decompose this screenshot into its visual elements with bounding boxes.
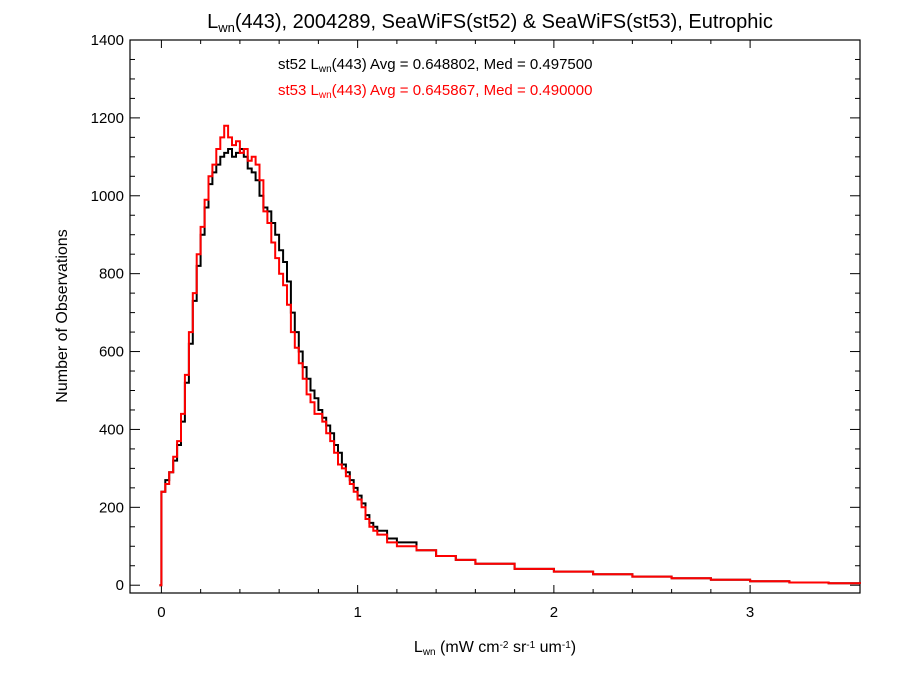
x-tick-label: 1: [353, 604, 361, 621]
text-part: -2: [500, 640, 509, 651]
plot-frame: [129, 39, 861, 594]
series-st52: [159, 148, 861, 587]
text-part: L: [414, 639, 423, 656]
y-tick-label: 0: [116, 577, 124, 594]
y-tick-label: 800: [99, 266, 124, 283]
text-part: st53 L: [278, 82, 319, 99]
y-tick-label: 1400: [91, 32, 124, 49]
text-part: (443) Avg = 0.648802, Med = 0.497500: [332, 56, 593, 73]
text-part: -1: [562, 640, 571, 651]
text-part: wn: [318, 64, 332, 75]
stats-annotations: st52 Lwn(443) Avg = 0.648802, Med = 0.49…: [278, 56, 592, 101]
series-st53: [159, 124, 861, 587]
y-tick-label: 600: [99, 344, 124, 361]
text-part: -1: [526, 640, 535, 651]
y-tick-label: 1200: [91, 110, 124, 127]
text-part: um: [535, 639, 562, 656]
y-tick-label: 1000: [91, 188, 124, 205]
x-tick-label: 0: [157, 604, 165, 621]
text-part: wn: [318, 90, 332, 101]
text-part: st52 L: [278, 56, 319, 73]
text-part: L: [207, 11, 218, 33]
x-tick-label: 2: [550, 604, 558, 621]
y-tick-label: 200: [99, 499, 124, 516]
y-axis-label: Number of Observations: [54, 229, 71, 402]
axis-ticks: 0 1 2 3 0 200 400 600 800 1000 1200 1400: [91, 32, 860, 621]
stats-annotation-1: st52 Lwn(443) Avg = 0.648802, Med = 0.49…: [278, 56, 592, 75]
text-part: (443) Avg = 0.645867, Med = 0.490000: [332, 82, 593, 99]
stats-annotation-2: st53 Lwn(443) Avg = 0.645867, Med = 0.49…: [278, 82, 592, 101]
chart-title: Lwn(443), 2004289, SeaWiFS(st52) & SeaWi…: [207, 11, 773, 35]
y-tick-label: 400: [99, 421, 124, 438]
series-group: [159, 124, 861, 587]
x-axis-label: Lwn (mW cm-2 sr-1 um-1): [414, 639, 576, 658]
text-part: (mW cm: [436, 639, 500, 656]
text-part: wn: [217, 20, 235, 35]
text-part: (443), 2004289, SeaWiFS(st52) & SeaWiFS(…: [235, 11, 773, 33]
text-part: ): [571, 639, 576, 656]
text-part: sr: [509, 639, 527, 656]
text-part: wn: [422, 647, 436, 658]
x-tick-label: 3: [746, 604, 754, 621]
